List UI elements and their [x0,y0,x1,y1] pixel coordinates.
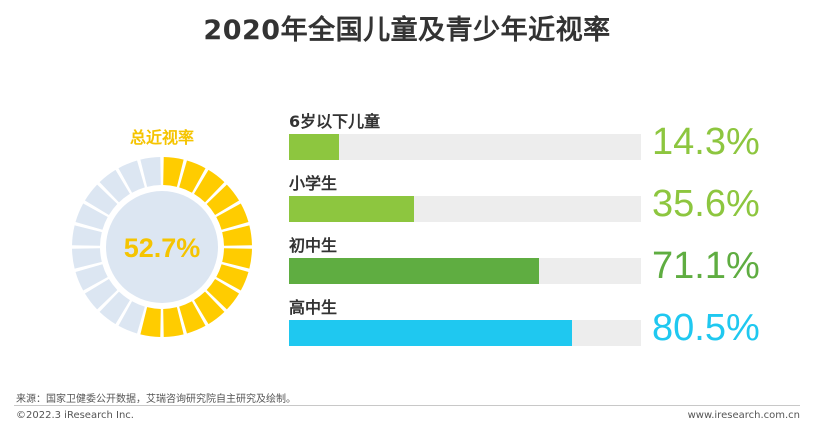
bar-category-label: 初中生 [289,236,338,255]
bar-chart: 6岁以下儿童 14.3% 小学生 35.6% 初中生 71.1% 高中生 80.5% [289,112,760,349]
donut-segment-filled [194,169,225,203]
donut-segment-remaining [75,264,108,291]
website: www.iresearch.com.cn [687,410,800,421]
donut-segment-filled [216,264,249,291]
donut-segment-filled [206,184,240,215]
donut-segment-filled [179,301,206,334]
donut-segment-remaining [84,184,118,215]
source-note: 来源：国家卫健委公开数据，艾瑞咨询研究院自主研究及绘制。 [16,394,296,405]
donut-segment-remaining [72,248,102,269]
donut-segment-remaining [118,160,145,193]
chart-title: 2020年全国儿童及青少年近视率 [203,15,611,46]
donut-segment-remaining [75,203,108,230]
bar-track [289,196,641,222]
bar-value-label: 71.1% [652,245,760,287]
donut-segment-filled [206,279,240,310]
donut-segment-remaining [99,169,130,203]
bar [289,134,340,160]
bar-value-label: 14.3% [652,121,760,163]
donut-segment-filled [194,291,225,325]
bar-category-label: 高中生 [289,298,338,317]
donut-center [106,191,218,303]
bar-track [289,258,641,284]
bar-value-label: 35.6% [652,183,760,225]
donut-segment-filled [222,248,252,269]
bar-category-label: 小学生 [289,174,338,193]
bar [289,320,573,346]
footer-divider [14,405,800,406]
bar [289,196,415,222]
copyright: ©2022.3 iResearch Inc. [16,410,134,421]
donut-segment-filled [140,307,161,337]
donut-title: 总近视率 [129,128,194,147]
donut-segment-remaining [118,301,145,334]
donut-chart: 52.7% [72,157,252,337]
bar-track [289,320,641,346]
bar [289,258,540,284]
bar-category-label: 6岁以下儿童 [289,112,381,131]
donut-segment-filled [163,307,184,337]
donut-segment-filled [179,160,206,193]
bar-value-label: 80.5% [652,307,760,349]
donut-segment-remaining [140,157,161,187]
donut-segment-remaining [72,225,102,246]
donut-segment-filled [163,157,184,187]
donut-segment-remaining [99,291,130,325]
donut-center-value: 52.7% [124,233,201,263]
donut-segment-filled [216,203,249,230]
donut-segment-remaining [84,279,118,310]
donut-segment-filled [222,225,252,246]
bar-track [289,134,641,160]
